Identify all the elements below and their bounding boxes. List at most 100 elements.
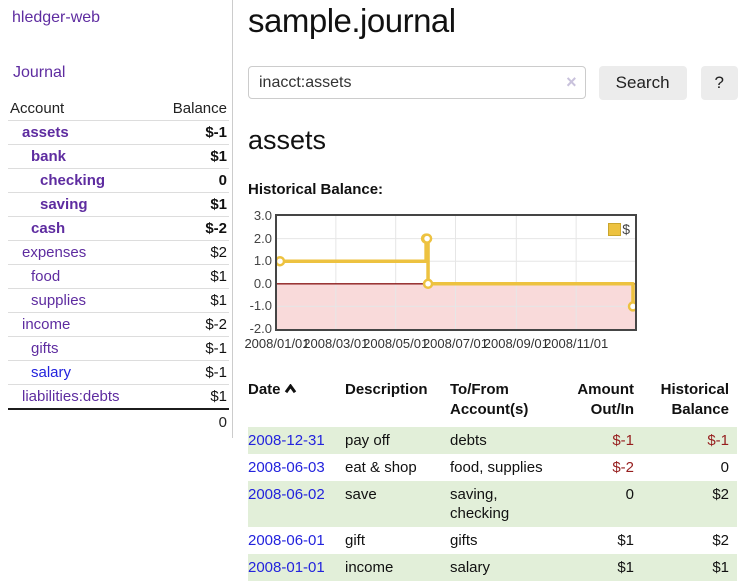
sidebar-item-journal[interactable]: Journal bbox=[13, 64, 66, 81]
y-axis-tick-label: 2.0 bbox=[253, 230, 272, 246]
transaction-accounts: saving, checking bbox=[450, 486, 510, 522]
register-header-balance: Historical Balance bbox=[660, 381, 729, 418]
legend-swatch-icon bbox=[608, 222, 622, 236]
account-balance: $2 bbox=[154, 240, 229, 265]
main-content: sample.journal × Search ? assets Histori… bbox=[244, 0, 738, 581]
register-header-description: Description bbox=[345, 381, 428, 398]
transaction-balance: $2 bbox=[712, 486, 729, 503]
account-row: salary $-1 bbox=[8, 360, 229, 385]
account-heading: assets bbox=[248, 125, 327, 155]
account-link[interactable]: income bbox=[22, 316, 71, 333]
search-input[interactable] bbox=[248, 66, 586, 99]
accounts-total-value: 0 bbox=[154, 408, 229, 435]
account-row: saving $1 bbox=[8, 192, 229, 217]
accounts-total-row: 0 bbox=[8, 408, 229, 435]
help-button[interactable]: ? bbox=[700, 66, 738, 100]
chart-plot-area: $ bbox=[275, 214, 637, 331]
transaction-date-link[interactable]: 2008-01-01 bbox=[248, 559, 325, 576]
transaction-accounts: gifts bbox=[450, 532, 478, 549]
account-row: income $-2 bbox=[8, 312, 229, 337]
account-link[interactable]: salary bbox=[31, 364, 72, 381]
chart-canvas bbox=[277, 216, 635, 329]
accounts-header-balance: Balance bbox=[172, 100, 227, 117]
account-link[interactable]: cash bbox=[31, 220, 66, 237]
account-balance: $1 bbox=[154, 384, 229, 409]
transaction-balance: $2 bbox=[712, 532, 729, 549]
app-brand-link[interactable]: hledger-web bbox=[12, 9, 101, 26]
transaction-row: 2008-12-31 pay off debts $-1 $-1 bbox=[248, 427, 737, 454]
register-rows: 2008-12-31 pay off debts $-1 $-1 2008-06… bbox=[248, 427, 737, 581]
account-balance: $-1 bbox=[154, 120, 229, 145]
account-balance: 0 bbox=[154, 168, 229, 193]
legend-label: $ bbox=[622, 221, 630, 237]
y-axis-tick-label: 3.0 bbox=[253, 208, 272, 223]
account-row: supplies $1 bbox=[8, 288, 229, 313]
y-axis-tick-label: 0.0 bbox=[253, 275, 272, 291]
y-axis-tick-label: 1.0 bbox=[253, 253, 272, 269]
account-balance: $1 bbox=[154, 144, 229, 169]
transaction-description: pay off bbox=[345, 432, 390, 449]
accounts-table-header: Account Balance bbox=[8, 97, 229, 121]
account-balance: $-2 bbox=[154, 216, 229, 241]
account-link[interactable]: checking bbox=[40, 172, 106, 189]
transaction-amount: 0 bbox=[625, 486, 634, 503]
transaction-description: income bbox=[345, 559, 394, 576]
account-row: liabilities:debts $1 bbox=[8, 384, 229, 409]
transaction-accounts: food, supplies bbox=[450, 459, 543, 476]
chart-legend: $ bbox=[608, 221, 630, 237]
account-link[interactable]: expenses bbox=[22, 244, 87, 261]
sidebar: hledger-web Journal Account Balance asse… bbox=[0, 0, 232, 435]
account-row: bank $1 bbox=[8, 144, 229, 169]
x-axis-tick-label: 2008/03/01 bbox=[303, 336, 369, 351]
account-row: assets $-1 bbox=[8, 120, 229, 145]
transaction-row: 2008-06-01 gift gifts $1 $2 bbox=[248, 527, 737, 554]
accounts-header-account: Account bbox=[10, 100, 65, 117]
transaction-date-link[interactable]: 2008-06-01 bbox=[248, 532, 325, 549]
transaction-balance: 0 bbox=[720, 459, 729, 476]
account-balance: $1 bbox=[154, 264, 229, 289]
account-balance: $-2 bbox=[154, 312, 229, 337]
search-button[interactable]: Search bbox=[598, 66, 687, 100]
page-title: sample.journal bbox=[248, 2, 456, 39]
transaction-date-link[interactable]: 2008-06-02 bbox=[248, 486, 325, 503]
accounts-table: Account Balance assets $-1 bank $1 check… bbox=[8, 97, 229, 435]
account-link[interactable]: assets bbox=[22, 124, 69, 141]
account-row: checking 0 bbox=[8, 168, 229, 193]
x-axis-tick-label: 2008/01/01 bbox=[244, 336, 310, 351]
account-link[interactable]: liabilities:debts bbox=[22, 388, 120, 405]
transaction-row: 2008-06-03 eat & shop food, supplies $-2… bbox=[248, 454, 737, 481]
y-axis-tick-label: -1.0 bbox=[249, 298, 272, 314]
transaction-amount: $1 bbox=[617, 532, 634, 549]
sidebar-divider bbox=[232, 0, 233, 438]
x-axis-tick-label: 2008/05/01 bbox=[363, 336, 429, 351]
transaction-amount: $-1 bbox=[612, 432, 634, 449]
x-axis-tick-label: 2008/09/01 bbox=[483, 336, 549, 351]
account-rows: assets $-1 bank $1 checking 0 saving $1 … bbox=[8, 120, 229, 409]
register-header-date[interactable]: Date bbox=[248, 378, 345, 427]
transaction-balance: $-1 bbox=[707, 432, 729, 449]
account-link[interactable]: saving bbox=[40, 196, 88, 213]
account-link[interactable]: supplies bbox=[31, 292, 87, 309]
historical-balance-chart: $ 3.0 2.0 1.0 0.0 -1.0 -2.0 2008/01/01 2008/03/… bbox=[244, 208, 738, 358]
x-axis-tick-label: 2008/11/01 bbox=[544, 336, 609, 351]
account-balance: $1 bbox=[154, 192, 229, 217]
transaction-balance: $1 bbox=[712, 559, 729, 576]
account-row: expenses $2 bbox=[8, 240, 229, 265]
clear-search-icon[interactable]: × bbox=[566, 72, 577, 92]
transaction-description: save bbox=[345, 486, 377, 503]
account-link[interactable]: bank bbox=[31, 148, 67, 165]
transaction-accounts: salary bbox=[450, 559, 491, 576]
transaction-date-link[interactable]: 2008-06-03 bbox=[248, 459, 325, 476]
register-header-row: Date Description To/From Account(s) Amou… bbox=[248, 378, 737, 427]
transaction-amount: $1 bbox=[617, 559, 634, 576]
account-balance: $1 bbox=[154, 288, 229, 313]
account-link[interactable]: food bbox=[31, 268, 61, 285]
register-table: Date Description To/From Account(s) Amou… bbox=[248, 378, 737, 581]
account-balance: $-1 bbox=[154, 336, 229, 361]
account-link[interactable]: gifts bbox=[31, 340, 59, 357]
sort-ascending-icon bbox=[284, 383, 296, 394]
transaction-row: 2008-06-02 save saving, checking 0 $2 bbox=[248, 481, 737, 527]
transaction-description: gift bbox=[345, 532, 366, 549]
transaction-date-link[interactable]: 2008-12-31 bbox=[248, 432, 325, 449]
y-axis-tick-label: -2.0 bbox=[249, 321, 272, 336]
